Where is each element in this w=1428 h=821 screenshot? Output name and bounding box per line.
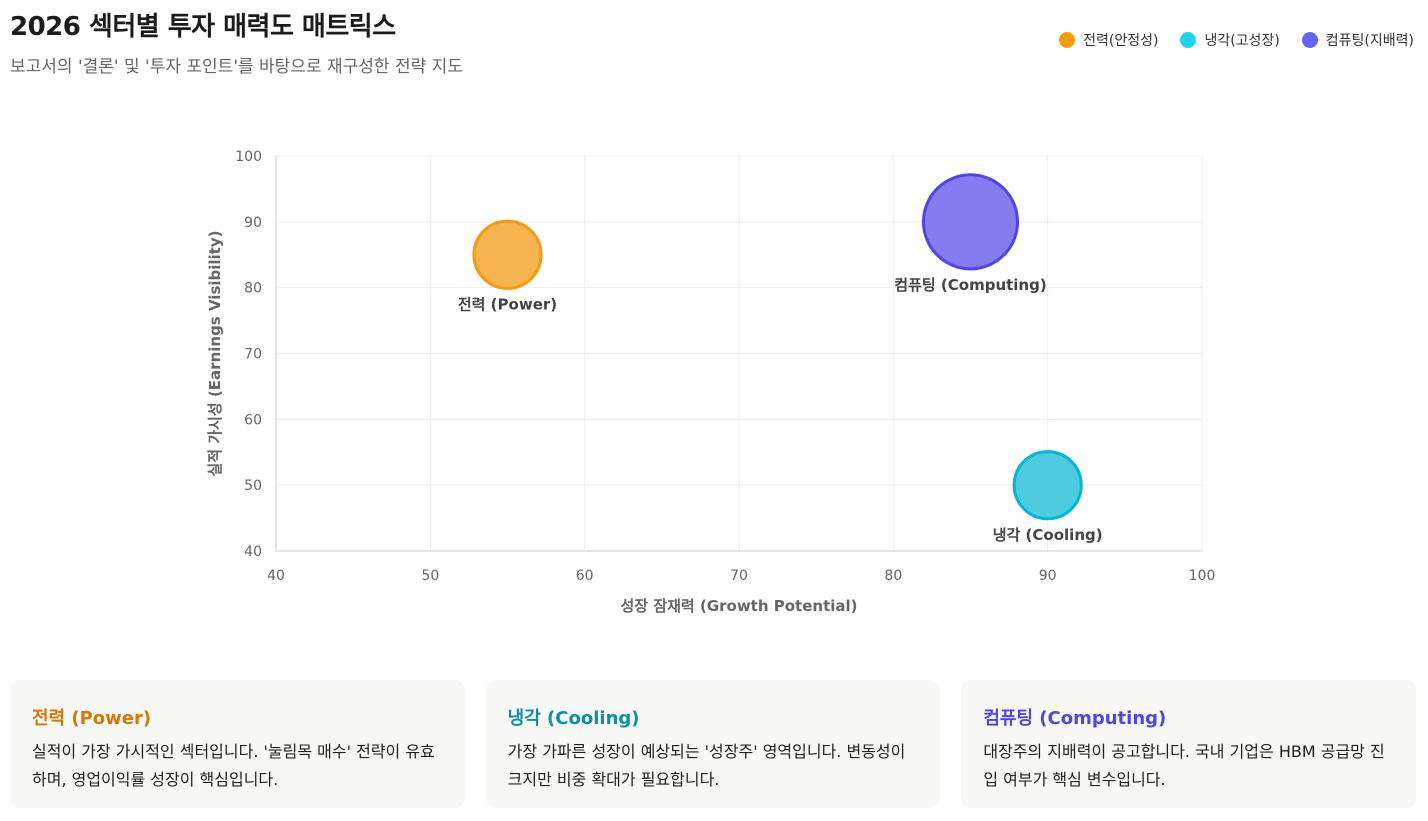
bubble-label-computing: 컴퓨팅 (Computing) <box>894 276 1046 294</box>
x-tick-label: 70 <box>730 568 748 584</box>
card-body-computing: 대장주의 지배력이 공고합니다. 국내 기업은 HBM 공급망 진입 여부가 핵… <box>983 742 1385 789</box>
y-tick-label: 50 <box>244 478 262 494</box>
legend-label-computing: 컴퓨팅(지배력) <box>1325 33 1414 49</box>
y-tick-label: 40 <box>244 544 262 560</box>
bubble-cooling <box>1012 450 1083 521</box>
x-tick-label: 50 <box>421 568 439 584</box>
legend-dot-computing <box>1301 32 1318 48</box>
card-title-power: 전력 (Power) <box>32 708 152 729</box>
legend-item-power[interactable]: 전력(안정성) <box>1059 30 1158 50</box>
page-subtitle: 보고서의 '결론' 및 '투자 포인트'를 바탕으로 재구성한 전략 지도 <box>10 57 463 77</box>
page-title: 2026 섹터별 투자 매력도 매트릭스 <box>10 12 396 42</box>
legend-label-cooling: 냉각(고성장) <box>1204 33 1280 49</box>
y-tick-label: 90 <box>244 215 262 231</box>
legend-label-power: 전력(안정성) <box>1083 33 1159 49</box>
x-tick-label: 100 <box>1189 568 1216 584</box>
x-axis-title: 성장 잠재력 (Growth Potential) <box>621 597 858 615</box>
bubble-chart: 40 50 60 70 80 90 100 40 50 60 70 80 90 100 성장 잠재력 (Gr… <box>206 149 1216 615</box>
sector-card-cooling: 냉각 (Cooling) 가장 가파른 성장이 예상되는 '성장주' 영역입니다… <box>485 680 941 808</box>
bubble-label-cooling: 냉각 (Cooling) <box>993 526 1103 544</box>
legend-item-computing[interactable]: 컴퓨팅(지배력) <box>1301 30 1414 50</box>
card-body-cooling: 가장 가파른 성장이 예상되는 '성장주' 영역입니다. 변동성이 크지만 비중… <box>507 742 906 789</box>
y-tick-label: 80 <box>244 281 262 297</box>
card-body-power: 실적이 가장 가시적인 섹터입니다. '눌림목 매수' 전략이 유효하며, 영업… <box>32 742 435 789</box>
legend-dot-cooling <box>1180 32 1197 48</box>
sector-card-power: 전력 (Power) 실적이 가장 가시적인 섹터입니다. '눌림목 매수' 전… <box>10 680 465 808</box>
legend-item-cooling[interactable]: 냉각(고성장) <box>1180 30 1280 50</box>
y-axis-title: 실적 가시성 (Earnings Visibility) <box>206 231 224 477</box>
card-title-computing: 컴퓨팅 (Computing) <box>983 708 1167 729</box>
card-title-cooling: 냉각 (Cooling) <box>507 708 640 729</box>
bubble-label-power: 전력 (Power) <box>458 295 557 313</box>
bubble-power <box>472 219 543 290</box>
x-tick-label: 60 <box>576 568 594 584</box>
x-tick-label: 90 <box>1039 568 1057 584</box>
sector-cards: 전력 (Power) 실적이 가장 가시적인 섹터입니다. '눌림목 매수' 전… <box>10 680 1417 808</box>
y-tick-label: 60 <box>244 412 262 428</box>
y-tick-label: 70 <box>244 347 262 363</box>
y-tick-label: 100 <box>235 149 262 165</box>
chart-legend: 전력(안정성) 냉각(고성장) 컴퓨팅(지배력) <box>1059 30 1414 50</box>
bubble-computing <box>921 173 1020 271</box>
legend-dot-power <box>1059 32 1076 48</box>
sector-card-computing: 컴퓨팅 (Computing) 대장주의 지배력이 공고합니다. 국내 기업은 … <box>961 680 1417 808</box>
x-tick-label: 40 <box>267 568 285 584</box>
x-tick-label: 80 <box>884 568 902 584</box>
